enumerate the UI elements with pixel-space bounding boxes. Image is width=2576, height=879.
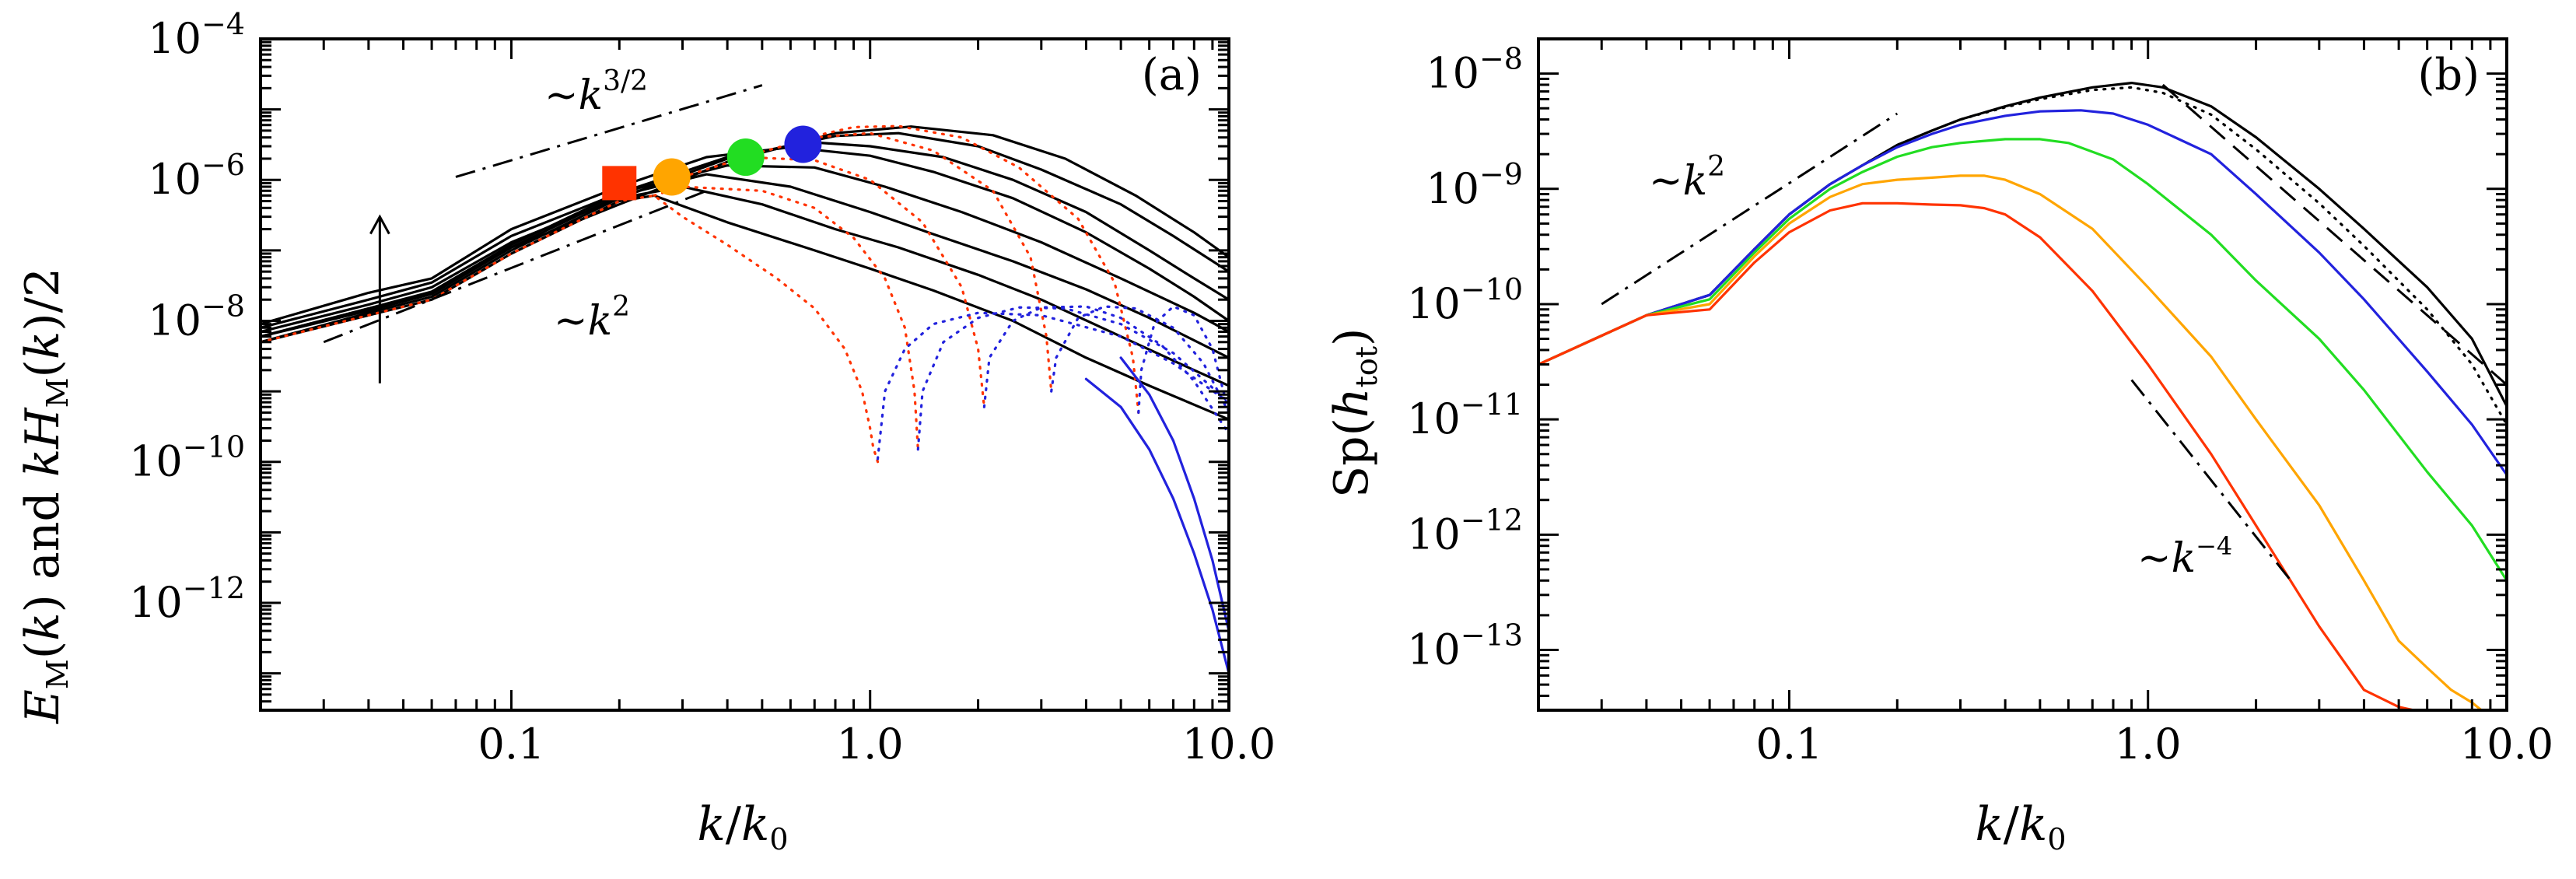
panel-a-frame (259, 37, 1230, 712)
slope-2-label-b: ~k2 (1649, 151, 1725, 205)
series-a-8 (261, 194, 880, 464)
series-a-1 (261, 141, 1229, 329)
series-a-9 (653, 185, 919, 451)
panel-a-xlabel: k/k0 (697, 797, 788, 856)
panel-b-curves (1538, 82, 2507, 710)
x-tick-label: 1.0 (837, 720, 904, 769)
slope-3-2-guide (455, 84, 763, 178)
y-tick-label: 10−12 (1407, 503, 1523, 559)
panel-a: 0.1 1.0 10.0 10−4 10−6 10−8 10−10 10−12 (a) ~k3… (16, 7, 1276, 856)
series-a-14 (916, 306, 1229, 451)
panel-a-ticks: 0.1 1.0 10.0 10−4 10−6 10−8 10−10 10−12 (129, 7, 1276, 769)
series-a-12 (789, 124, 1140, 414)
dashed-reference-line (2161, 83, 2508, 386)
panel-b-frame (1537, 37, 2508, 712)
x-tick-label: 0.1 (478, 720, 544, 769)
series-b-5 (1538, 201, 2415, 710)
green-circle-marker (726, 138, 765, 177)
series-a-16 (1050, 305, 1229, 414)
y-tick-label: 10−8 (1426, 42, 1523, 98)
panel-a-markers (602, 125, 822, 201)
series-a-11 (761, 131, 1053, 393)
panel-b-ylabel: Sp(htot) (1325, 328, 1384, 498)
series-b-3 (1538, 138, 2507, 582)
panel-b-label: (b) (2417, 50, 2480, 100)
orange-circle-marker (653, 158, 691, 196)
series-a-0 (261, 145, 1229, 326)
series-a-2 (261, 131, 1229, 334)
slope-2-guide-b (1601, 112, 1899, 306)
y-tick-label: 10−10 (129, 430, 245, 486)
series-b-4 (1538, 174, 2483, 710)
slope-2-guide (323, 189, 707, 344)
series-a-13 (876, 311, 1229, 461)
slope-minus4-guide (2130, 379, 2292, 582)
series-a-5 (261, 185, 1229, 387)
panel-b-guides (1601, 83, 2508, 582)
series-a-17 (1137, 305, 1229, 414)
panel-b: 0.1 1.0 10.0 10−8 10−9 10−10 10−11 10−12 10−13 (… (1325, 37, 2553, 856)
y-tick-label: 10−9 (1426, 157, 1523, 213)
panel-a-guides (323, 84, 763, 383)
series-b-0 (1538, 82, 2507, 408)
x-tick-label: 10.0 (1182, 720, 1276, 769)
series-a-19 (1119, 356, 1229, 632)
y-tick-label: 10−11 (1407, 387, 1523, 443)
y-tick-label: 10−6 (148, 148, 245, 204)
red-square-marker (602, 166, 637, 201)
panel-a-label: (a) (1142, 50, 1202, 100)
series-a-4 (261, 194, 1229, 421)
series-a-18 (1084, 377, 1229, 675)
y-tick-label: 10−10 (1407, 272, 1523, 328)
panel-a-ylabel: EM(k) and kHM(k)/2 (16, 268, 75, 724)
slope-minus4-label: ~k−4 (2137, 531, 2232, 582)
series-b-2 (1538, 109, 2507, 477)
panel-a-curves (261, 124, 1229, 675)
y-tick-label: 10−8 (148, 289, 245, 345)
panel-b-xlabel: k/k0 (1975, 797, 2066, 856)
y-tick-label: 10−12 (129, 571, 245, 627)
slope-2-label: ~k2 (554, 291, 630, 345)
x-tick-label: 1.0 (2115, 720, 2182, 769)
y-tick-label: 10−13 (1407, 618, 1523, 674)
blue-circle-marker (784, 125, 822, 163)
y-tick-label: 10−4 (148, 7, 245, 63)
x-tick-label: 10.0 (2460, 720, 2553, 769)
panel-b-ticks: 0.1 1.0 10.0 10−8 10−9 10−10 10−11 10−12 10−13 (1407, 37, 2553, 769)
series-a-7 (261, 164, 1229, 338)
x-tick-label: 0.1 (1755, 720, 1822, 769)
time-arrow-head (369, 214, 390, 235)
slope-3-2-label: ~k3/2 (544, 65, 648, 119)
series-a-10 (681, 156, 985, 408)
series-a-6 (261, 173, 1229, 359)
